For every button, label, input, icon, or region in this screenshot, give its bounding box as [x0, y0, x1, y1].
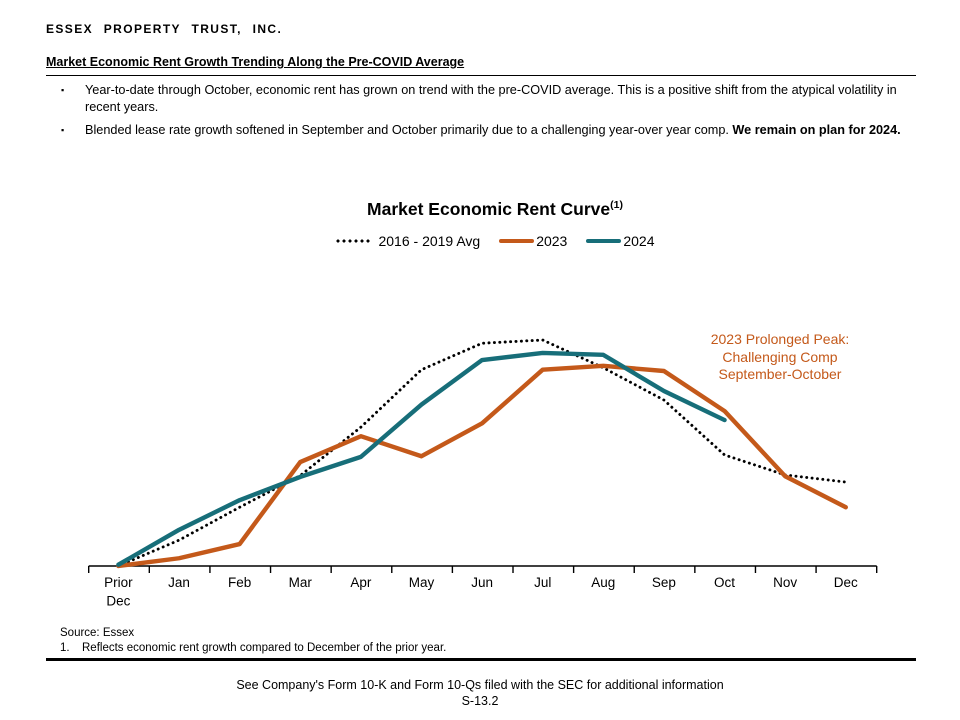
x-tick-label: May: [409, 575, 435, 590]
footer: See Company's Form 10-K and Form 10-Qs f…: [0, 677, 960, 709]
annotation-line: Challenging Comp: [722, 348, 838, 365]
chart-title-footnote-ref: (1): [610, 199, 623, 212]
x-tick-label: Jun: [471, 575, 493, 590]
legend-label: 2016 - 2019 Avg: [378, 233, 481, 249]
x-tick-label: Feb: [228, 575, 251, 590]
footnote-text: Reflects economic rent growth compared t…: [82, 642, 447, 654]
chart-annotation: 2023 Prolonged Peak: Challenging Comp Se…: [694, 331, 866, 384]
solid-line-swatch-icon: [586, 238, 622, 244]
legend-item-avg: 2016 - 2019 Avg: [335, 233, 480, 249]
title-block: Market Economic Rent Growth Trending Alo…: [46, 53, 916, 76]
solid-line-swatch-icon: [499, 238, 535, 244]
bullet-run: Blended lease rate growth softened in Se…: [85, 123, 733, 137]
footnote-item: 1. Reflects economic rent growth compared…: [60, 641, 446, 656]
chart-title-text: Market Economic Rent Curve: [367, 199, 611, 219]
footnote-number: 1.: [60, 642, 70, 654]
company-name: ESSEX PROPERTY TRUST, INC.: [46, 22, 283, 36]
bullet-item: ▪ Year-to-date through October, economic…: [60, 82, 912, 116]
dotted-line-swatch-icon: [335, 239, 371, 243]
x-tick-label: Jan: [168, 575, 190, 590]
x-tick-label: Prior Dec: [104, 575, 133, 609]
chart-legend: 2016 - 2019 Avg 2023 2024: [75, 233, 915, 249]
series-line-2023: [116, 363, 848, 569]
footer-disclaimer: See Company's Form 10-K and Form 10-Qs f…: [236, 678, 724, 692]
x-tick-label: Nov: [773, 575, 797, 590]
divider-rule: [46, 658, 916, 661]
x-tick-label: Oct: [714, 575, 735, 590]
annotation-line: September-October: [718, 366, 842, 382]
annotation-line: 2023 Prolonged Peak:: [710, 331, 850, 347]
legend-label: 2024: [623, 233, 655, 249]
series-line-2016---2019-Avg: [116, 338, 848, 568]
x-tick-label: Mar: [289, 575, 313, 590]
bullet-square-icon: ▪: [61, 125, 65, 135]
series-line-2024: [116, 350, 727, 567]
x-tick-label: Aug: [591, 575, 615, 590]
slide-title: Market Economic Rent Growth Trending Alo…: [46, 55, 465, 69]
chart-title: Market Economic Rent Curve(1): [75, 199, 915, 220]
x-tick-label: Apr: [350, 575, 372, 590]
bullet-square-icon: ▪: [61, 85, 65, 95]
x-tick-label: Jul: [534, 575, 551, 590]
legend-item-2024: 2024: [586, 233, 655, 249]
page-number: S-13.2: [461, 694, 499, 708]
rent-curve-chart: Prior Dec Jan Feb Mar Apr May Jun Jul Aug Sep Oct No…: [50, 262, 910, 612]
x-tick-label: Dec: [834, 575, 858, 590]
x-tick-label: Sep: [652, 575, 676, 590]
footnotes: Source: Essex 1. Reflects economic rent g…: [60, 626, 446, 656]
legend-label: 2023: [536, 233, 568, 249]
bullet-run-bold: We remain on plan for 2024.: [732, 123, 901, 137]
bullet-text: Year-to-date through October, economic r…: [85, 82, 912, 116]
source-line: Source: Essex: [60, 627, 135, 639]
bullet-run: Year-to-date through October, economic r…: [85, 83, 897, 114]
bullet-text: Blended lease rate growth softened in Se…: [85, 122, 912, 139]
chart-canvas: Prior Dec Jan Feb Mar Apr May Jun Jul Aug Sep Oct No…: [88, 338, 878, 609]
legend-item-2023: 2023: [499, 233, 567, 249]
bullet-list: ▪ Year-to-date through October, economic…: [60, 82, 912, 145]
bullet-item: ▪ Blended lease rate growth softened in …: [60, 122, 912, 139]
